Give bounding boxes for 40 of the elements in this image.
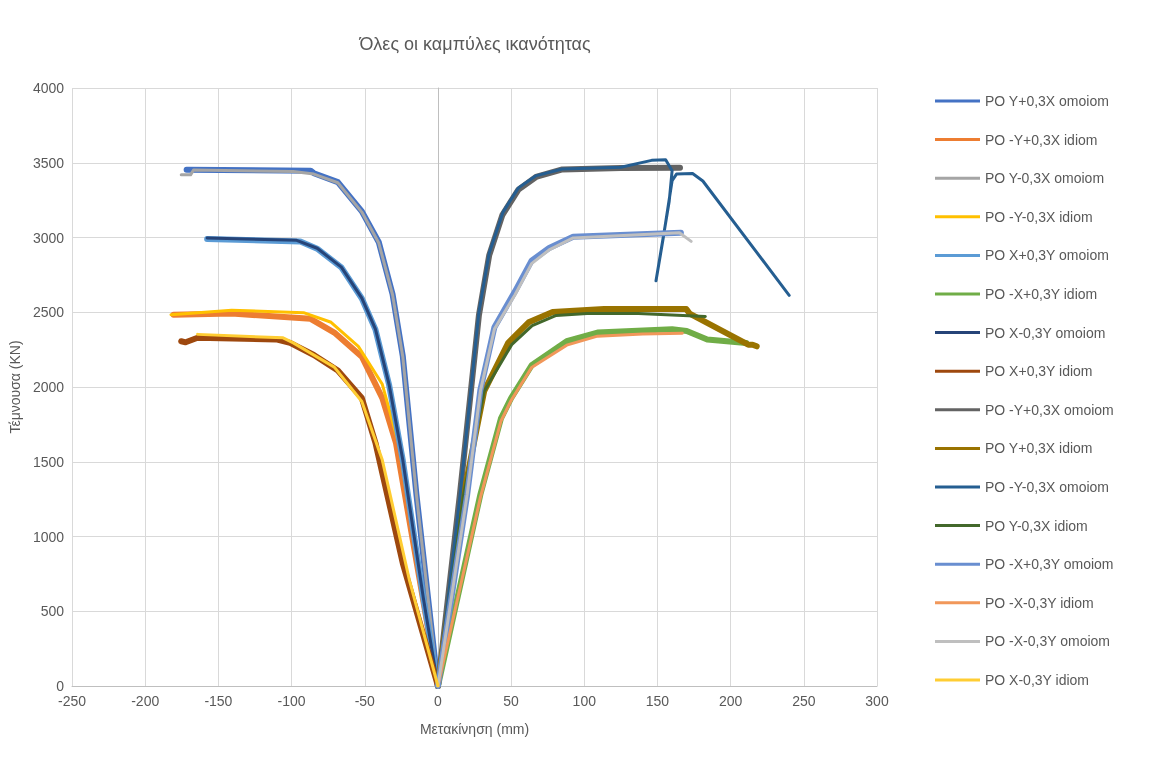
legend-label: PO -Y-0,3X omoiom bbox=[985, 479, 1109, 495]
x-tick-label: 150 bbox=[645, 693, 670, 709]
y-tick-label: 1500 bbox=[32, 453, 65, 470]
x-tick-label: 50 bbox=[503, 693, 520, 709]
x-tick-label: 100 bbox=[572, 693, 597, 709]
legend-label: PO Y+0,3X idiom bbox=[985, 440, 1093, 457]
legend-label: PO X-0,3Y omoiom bbox=[985, 324, 1106, 341]
legend-label: PO -X-0,3Y omoiom bbox=[985, 633, 1111, 650]
y-tick-label: 2500 bbox=[32, 304, 65, 321]
y-axis-title: Τέμνουσα (KN) bbox=[7, 340, 23, 434]
x-tick-label: -200 bbox=[131, 693, 160, 709]
legend-label: PO Y-0,3X omoiom bbox=[985, 170, 1105, 187]
legend-label: PO -Y+0,3X omoiom bbox=[985, 401, 1114, 418]
x-tick-label: 250 bbox=[792, 693, 816, 709]
x-tick-label: -50 bbox=[354, 693, 376, 709]
chart-title: Όλες οι καμπύλες ικανότητας bbox=[358, 34, 591, 54]
x-tick-label: -250 bbox=[58, 693, 87, 709]
legend-label: PO -Y+0,3X idiom bbox=[985, 131, 1098, 148]
y-tick-label: 500 bbox=[40, 603, 65, 620]
x-tick-label: 0 bbox=[434, 693, 443, 709]
legend-label: PO Y-0,3X idiom bbox=[985, 517, 1088, 534]
y-tick-label: 2000 bbox=[32, 379, 65, 395]
x-axis-title: Μετακίνηση (mm) bbox=[419, 721, 530, 737]
x-tick-label: 300 bbox=[865, 693, 889, 709]
y-tick-label: 4000 bbox=[32, 80, 65, 96]
y-tick-label: 3500 bbox=[32, 154, 65, 171]
legend-label: PO Y+0,3X omoiom bbox=[985, 93, 1109, 109]
legend-label: PO -X-0,3Y idiom bbox=[985, 594, 1094, 611]
legend-label: PO X+0,3Y omoiom bbox=[985, 247, 1109, 264]
legend-label: PO -X+0,3Y idiom bbox=[985, 286, 1098, 302]
x-tick-label: -100 bbox=[277, 693, 306, 709]
legend-label: PO X+0,3Y idiom bbox=[985, 363, 1093, 380]
y-tick-label: 1000 bbox=[32, 528, 65, 545]
x-tick-label: -150 bbox=[204, 693, 233, 709]
y-tick-label: 3000 bbox=[32, 229, 65, 246]
y-tick-label: 0 bbox=[56, 678, 65, 694]
x-tick-label: 200 bbox=[718, 693, 743, 709]
legend-label: PO -X+0,3Y omoiom bbox=[985, 556, 1114, 573]
legend-label: PO -Y-0,3X idiom bbox=[985, 208, 1093, 225]
legend-label: PO X-0,3Y idiom bbox=[985, 672, 1090, 688]
